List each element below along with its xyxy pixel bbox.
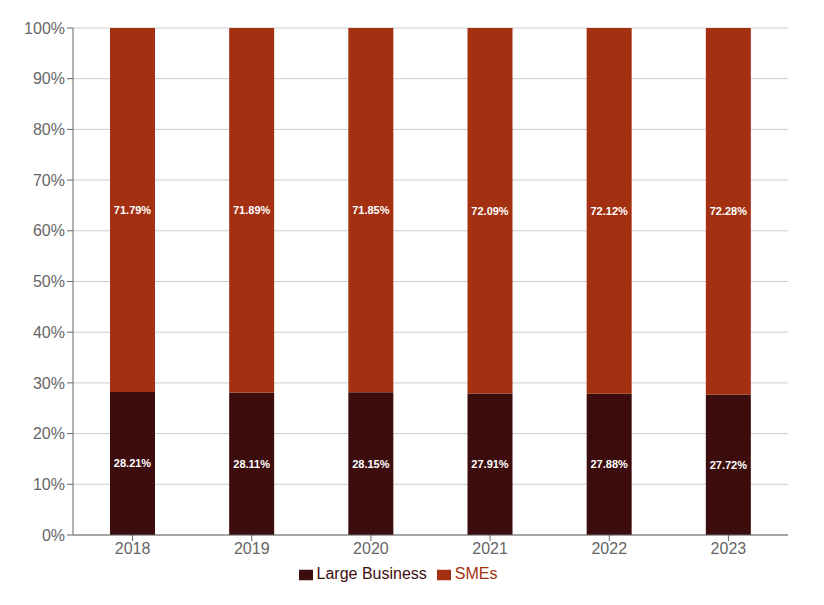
html-text:SMEs: SMEs: [454, 565, 498, 582]
svg-text:2020: 2020: [353, 540, 389, 557]
svg-text:90%: 90%: [33, 70, 65, 87]
svg-text:28.15%: 28.15%: [352, 458, 390, 470]
svg-text:72.28%: 72.28%: [710, 205, 748, 217]
svg-text:71.79%: 71.79%: [114, 204, 152, 216]
svg-text:28.11%: 28.11%: [233, 458, 270, 470]
svg-text:2022: 2022: [591, 540, 627, 557]
svg-text:71.89%: 71.89%: [233, 204, 271, 216]
svg-text:10%: 10%: [33, 476, 65, 493]
svg-text:40%: 40%: [33, 324, 65, 341]
svg-text:100%: 100%: [24, 20, 65, 37]
svg-text:2021: 2021: [472, 540, 508, 557]
svg-text:20%: 20%: [33, 425, 65, 442]
svg-text:27.72%: 27.72%: [710, 459, 748, 471]
svg-text:71.85%: 71.85%: [352, 204, 390, 216]
svg-text:72.12%: 72.12%: [591, 205, 629, 217]
svg-text:70%: 70%: [33, 172, 65, 189]
html-text:Large Business: Large Business: [316, 565, 427, 582]
svg-text:2018: 2018: [115, 540, 151, 557]
svg-text:0%: 0%: [42, 527, 65, 544]
svg-text:27.88%: 27.88%: [591, 458, 629, 470]
svg-text:80%: 80%: [33, 121, 65, 138]
svg-text:2019: 2019: [234, 540, 270, 557]
svg-text:27.91%: 27.91%: [471, 458, 509, 470]
svg-text:30%: 30%: [33, 375, 65, 392]
svg-text:72.09%: 72.09%: [471, 205, 509, 217]
svg-text:60%: 60%: [33, 222, 65, 239]
svg-text:28.21%: 28.21%: [114, 457, 152, 469]
svg-text:50%: 50%: [33, 273, 65, 290]
svg-text:2023: 2023: [711, 540, 747, 557]
